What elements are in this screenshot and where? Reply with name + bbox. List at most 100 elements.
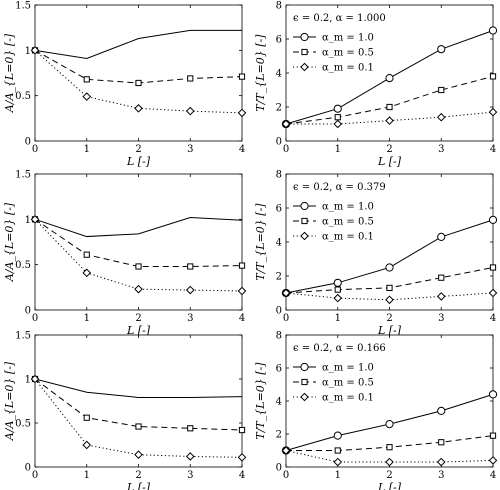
data-point xyxy=(134,104,143,113)
data-point xyxy=(83,76,90,83)
legend-marker xyxy=(301,378,308,386)
y-tick-label: 1.5 xyxy=(15,170,31,181)
x-axis-label: L [-] xyxy=(126,481,151,490)
y-tick-label: 0.5 xyxy=(15,260,31,271)
data-point xyxy=(489,432,497,439)
data-point xyxy=(436,457,446,467)
data-point xyxy=(238,262,246,269)
data-point xyxy=(187,425,194,432)
series-line xyxy=(34,217,243,238)
series-line xyxy=(34,29,242,60)
y-tick-label: 6 xyxy=(276,364,282,375)
subplot-r2-right: 0 1 2 3 4 0 2 4 6 8 L [-] T/T_{L=0} [-] ϵ = 0.2, α =… xyxy=(254,170,498,337)
data-point xyxy=(237,286,247,296)
data-point xyxy=(437,45,446,54)
y-tick-label: 1.5 xyxy=(15,331,31,342)
legend-label: α_m = 0.5 xyxy=(322,217,374,228)
x-tick-label: 3 xyxy=(438,313,444,324)
x-tick-label: 3 xyxy=(438,144,444,155)
data-point xyxy=(185,106,195,116)
y-tick-label: 0 xyxy=(276,306,282,317)
x-axis-label: L [-] xyxy=(126,324,151,337)
y-tick-label: 0 xyxy=(25,137,31,148)
data-point xyxy=(385,116,394,125)
data-point xyxy=(437,406,446,415)
data-point xyxy=(237,108,247,118)
data-point xyxy=(438,86,445,94)
legend-label: α_m = 0.5 xyxy=(322,378,374,389)
legend-label: α_m = 0.1 xyxy=(322,63,374,74)
data-point xyxy=(333,431,342,440)
x-tick-label: 1 xyxy=(84,144,90,155)
legend-marker xyxy=(300,392,309,402)
data-point xyxy=(438,439,445,446)
y-tick-label: 0 xyxy=(25,306,31,317)
data-point xyxy=(281,288,291,298)
x-tick-label: 4 xyxy=(490,144,496,155)
data-point xyxy=(187,263,194,270)
data-point xyxy=(385,457,394,467)
x-axis-label: L [-] xyxy=(377,155,402,168)
y-axis-label: T/T_{L=0} [-] xyxy=(254,362,267,440)
legend-marker xyxy=(300,362,309,372)
annotation-text: ϵ = 0.2, α = 1.000 xyxy=(293,13,386,24)
y-tick-label: 2 xyxy=(276,103,282,114)
legend-marker xyxy=(300,62,309,72)
data-point xyxy=(333,119,343,129)
subplot-r1-left: 0 1 2 3 4 0 0.5 1 1.5 L [-] A/A_{L=0} [-] xyxy=(3,1,247,168)
x-tick-label: 2 xyxy=(135,470,141,481)
data-point xyxy=(333,457,343,467)
data-point xyxy=(334,447,341,454)
series-0 xyxy=(34,217,243,238)
data-point xyxy=(185,285,195,295)
data-point xyxy=(436,292,446,301)
data-point xyxy=(386,444,393,451)
data-point xyxy=(385,74,394,83)
legend-label: α_m = 0.1 xyxy=(322,393,374,404)
y-axis-label: A/A_{L=0} [-] xyxy=(3,33,16,113)
subplot-r3-left: 0 1 2 3 4 0 0.5 1 1.5 L [-] A/A_{L=0} [-] xyxy=(3,331,247,490)
subplot-r1-right: 0 1 2 3 4 0 2 4 6 8 L [-] T/T_{L=0} [-] ϵ = 0.2, α =… xyxy=(254,1,498,168)
data-point xyxy=(135,263,142,270)
data-point xyxy=(488,215,498,224)
series-0 xyxy=(34,378,243,398)
x-tick-label: 2 xyxy=(386,470,392,481)
y-axis-label: A/A_{L=0} [-] xyxy=(3,202,16,282)
x-tick-label: 0 xyxy=(32,470,38,481)
x-tick-label: 1 xyxy=(84,313,90,324)
x-tick-label: 4 xyxy=(239,313,245,324)
data-point xyxy=(438,274,445,281)
x-tick-label: 3 xyxy=(438,470,444,481)
data-point xyxy=(333,278,342,287)
y-tick-label: 1.5 xyxy=(15,1,31,12)
series-0 xyxy=(281,215,498,298)
y-tick-label: 0 xyxy=(276,463,282,474)
data-point xyxy=(82,268,92,278)
subplot-r3-right: 0 1 2 3 4 0 2 4 6 8 L [-] T/T_{L=0} [-] ϵ = 0.2, α =… xyxy=(254,331,498,490)
legend-marker xyxy=(300,201,309,211)
series-2 xyxy=(30,374,247,462)
x-axis-label: L [-] xyxy=(126,155,151,168)
x-tick-label: 1 xyxy=(335,470,341,481)
data-point xyxy=(436,112,446,122)
data-point xyxy=(238,73,246,80)
annotation-text: ϵ = 0.2, α = 0.166 xyxy=(293,343,386,354)
y-tick-label: 2 xyxy=(276,430,282,441)
y-tick-label: 4 xyxy=(276,397,282,408)
x-tick-label: 3 xyxy=(187,470,193,481)
x-tick-label: 2 xyxy=(386,313,392,324)
data-point xyxy=(238,426,246,434)
y-tick-label: 4 xyxy=(276,69,282,80)
x-tick-label: 0 xyxy=(283,470,289,481)
data-point xyxy=(185,452,195,461)
data-point xyxy=(134,450,143,459)
y-tick-label: 0.5 xyxy=(15,419,31,430)
x-tick-label: 4 xyxy=(239,144,245,155)
x-tick-label: 3 xyxy=(187,144,193,155)
y-tick-label: 0 xyxy=(25,463,31,474)
data-point xyxy=(386,103,393,111)
plot-area xyxy=(34,4,243,142)
data-point xyxy=(187,75,194,82)
series-2 xyxy=(281,446,498,467)
data-point xyxy=(334,114,341,121)
